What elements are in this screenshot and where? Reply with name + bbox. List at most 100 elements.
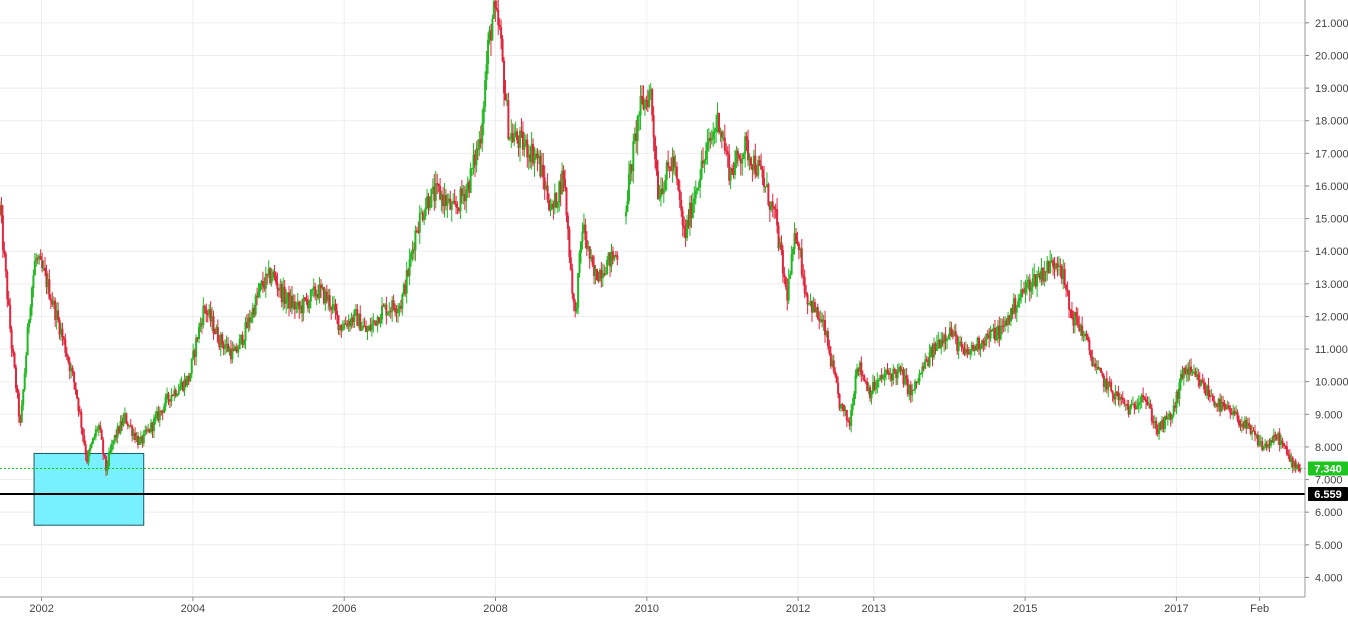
candle-body [946,339,949,341]
candle-body [1102,375,1105,387]
candle-body [74,382,77,390]
candle-body [885,370,888,375]
candle-body [192,350,195,359]
candle-body [548,200,551,210]
candle-body [792,248,795,255]
candle-body [261,281,264,287]
candle-body [1285,446,1288,455]
candle-body [635,133,638,141]
y-tick-label: 17.000 [1315,148,1348,160]
candle-body [854,375,857,394]
candle-body [1008,315,1011,322]
candle-body [365,326,368,333]
candle-body [379,319,382,324]
candle-body [972,345,975,351]
candle-body [485,64,488,81]
candle-body [1264,443,1267,447]
candle-body [312,286,315,290]
candle-body [295,305,298,310]
candle-body [810,300,813,313]
candle-body [616,255,619,260]
candle-body [179,386,182,391]
candle-body [83,435,86,445]
candle-body [1239,424,1242,427]
candle-body [645,99,648,101]
candle-body [979,348,982,350]
candle-body [873,382,876,390]
candle-body [1098,367,1101,370]
candle-body [87,451,90,463]
candle-body [1101,372,1104,376]
candle-body [325,291,328,301]
candle-body [781,250,784,274]
candle-body [882,378,885,380]
candle-body [764,186,767,188]
candle-body [951,335,954,337]
candle-body [1207,385,1210,397]
candle-body [176,394,179,396]
candle-body [706,141,709,151]
candle-body [890,373,893,381]
candle-body [245,322,248,328]
candle-body [196,337,199,339]
candle-body [394,307,397,312]
candle-body [341,328,344,331]
candle-body [290,295,293,308]
x-tick-label: 2013 [862,603,886,615]
candle-body [224,345,227,349]
candle-body [655,159,658,172]
candle-body [761,169,764,178]
candle-body [524,139,527,145]
candle-body [665,162,668,181]
candle-body [107,452,110,467]
candle-body [895,372,898,379]
candle-body [398,305,401,309]
candle-body [916,381,919,383]
candle-body [928,352,931,366]
candle-body [128,425,131,427]
candle-body [199,323,202,327]
candle-body [742,153,745,160]
candle-body [163,406,166,413]
candle-body [182,381,185,391]
candle-body [1259,441,1262,443]
candle-body [102,439,105,455]
candle-body [473,154,476,166]
candle-body [9,304,12,330]
candle-body [206,314,209,316]
candle-body [893,368,896,373]
candle-body [927,359,930,366]
candle-body [41,259,44,269]
candle-body [1222,402,1225,404]
candle-body [542,164,545,178]
candle-body [1114,391,1117,400]
candle-body [189,373,192,382]
candle-body [254,295,257,315]
candle-body [357,313,360,326]
candle-body [360,328,363,331]
candle-body [116,426,119,438]
candle-body [546,185,549,201]
candle-body [996,325,999,336]
candle-body [661,188,664,194]
candle-body [166,393,169,397]
candle-body [453,200,456,204]
candle-body [1089,350,1092,358]
candle-body [962,347,965,349]
price-lines [0,467,1305,495]
y-tick-label: 9.000 [1315,409,1343,421]
candle-body [1009,308,1012,322]
candle-body [1149,403,1152,409]
candle-body [516,131,519,141]
candle-body [19,416,22,423]
candle-body [30,288,33,308]
candle-body [540,164,543,177]
candle-body [600,269,603,279]
candle-body [1299,468,1302,472]
candle-body [969,349,972,355]
candle-body [389,311,392,313]
candle-body [399,305,402,309]
candle-body [266,273,269,276]
